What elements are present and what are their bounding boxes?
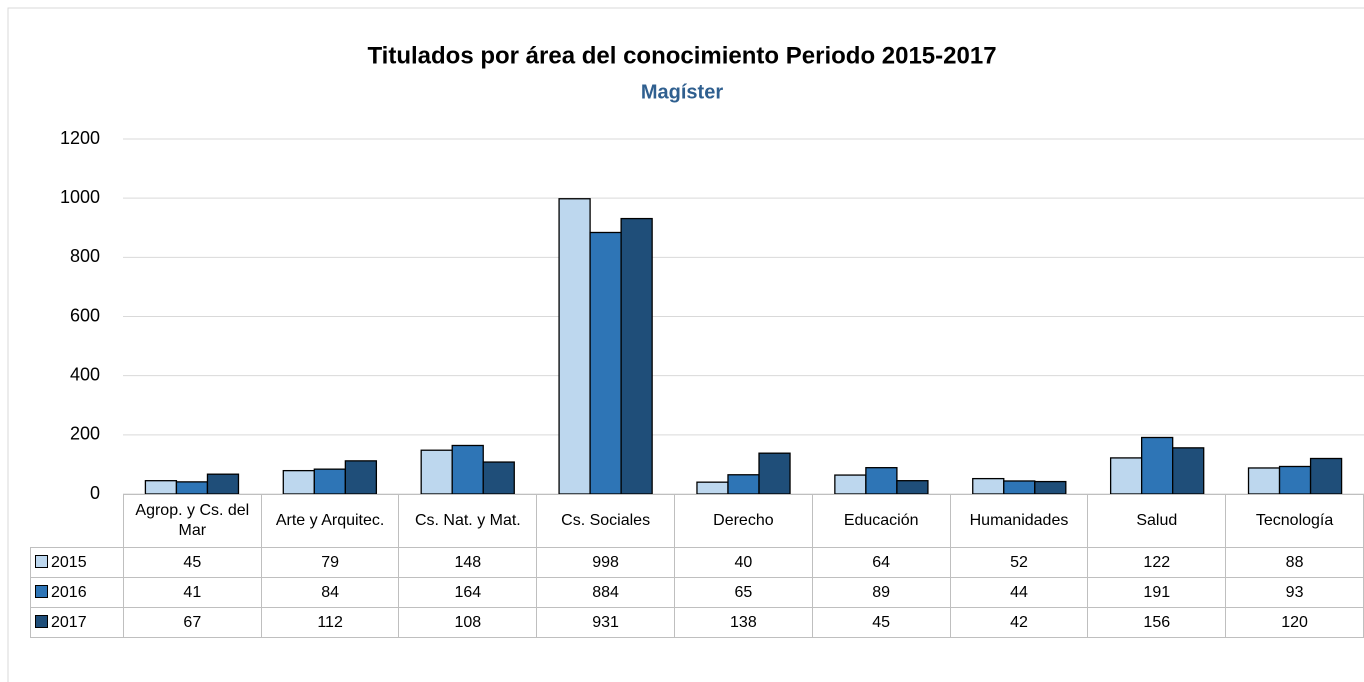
- x-tick-label: Educación: [811, 494, 951, 548]
- table-cell: 41: [122, 577, 262, 608]
- table-cell: 84: [260, 577, 400, 608]
- y-tick-label: 0: [90, 483, 100, 503]
- table-cell: 44: [949, 577, 1089, 608]
- bar: [206, 473, 240, 495]
- legend-entry: 2017: [30, 607, 124, 638]
- table-cell: 148: [398, 547, 538, 578]
- bar: [282, 469, 315, 495]
- table-row: 2015 45 79 148 998 40 64 52 122 88: [30, 547, 1364, 578]
- x-tick-label: Tecnología: [1225, 494, 1364, 548]
- table-header-row: Agrop. y Cs. del Mar Arte y Arquitec. Cs. …: [30, 494, 1364, 548]
- x-tick-label: Humanidades: [949, 494, 1089, 548]
- bar: [1172, 447, 1205, 495]
- legend-key: [35, 614, 48, 628]
- legend-label: 2015: [51, 553, 87, 571]
- table-cell: 138: [674, 607, 813, 638]
- x-tick-label: Agrop. y Cs. del Mar: [122, 494, 262, 548]
- x-tick-label: Cs. Sociales: [536, 494, 675, 548]
- y-tick-label: 600: [70, 305, 100, 325]
- table-cell: 112: [260, 607, 400, 638]
- bar: [1003, 480, 1036, 495]
- bar: [865, 467, 898, 495]
- table-cell: 40: [674, 547, 813, 578]
- y-tick-label: 200: [70, 424, 100, 444]
- table-cell: 156: [1087, 607, 1227, 638]
- bar: [834, 474, 867, 495]
- table-cell: 45: [122, 547, 262, 578]
- y-tick-label: 400: [70, 364, 100, 384]
- table-row: 2017 67 112 108 931 138 45 42 156 120: [30, 607, 1364, 638]
- x-tick-label: Derecho: [674, 494, 813, 548]
- bar: [1109, 457, 1143, 495]
- bar: [344, 460, 378, 495]
- table-cell: 65: [674, 577, 813, 608]
- bar: [451, 444, 484, 495]
- legend-label: 2016: [51, 583, 87, 601]
- bar: [589, 231, 622, 495]
- table-cell: 93: [1225, 577, 1364, 608]
- legend-entry: 2016: [30, 577, 124, 608]
- bar: [313, 468, 346, 495]
- legend-entry: 2015: [30, 547, 124, 578]
- bar: [175, 481, 209, 495]
- table-cell: 931: [536, 607, 675, 638]
- bar: [1034, 480, 1067, 495]
- table-cell: 88: [1225, 547, 1364, 578]
- bar: [696, 481, 729, 495]
- data-table: Agrop. y Cs. del Mar Arte y Arquitec. Cs. …: [30, 494, 1364, 638]
- bar: [727, 474, 760, 495]
- y-tick-label: 1200: [60, 128, 100, 148]
- bar: [620, 217, 653, 495]
- table-cell: 122: [1087, 547, 1227, 578]
- bar: [144, 480, 178, 495]
- bar: [1141, 436, 1174, 495]
- x-tick-label: Salud: [1087, 494, 1227, 548]
- table-row: 2016 41 84 164 884 65 89 44 191 93: [30, 577, 1364, 608]
- table-cell: 164: [398, 577, 538, 608]
- bar: [972, 477, 1005, 495]
- table-cell: 45: [811, 607, 951, 638]
- bar: [1278, 465, 1312, 495]
- table-corner: [30, 494, 124, 548]
- table-cell: 108: [398, 607, 538, 638]
- table-cell: 67: [122, 607, 262, 638]
- bar: [420, 449, 453, 495]
- bar: [758, 452, 791, 495]
- table-cell: 884: [536, 577, 675, 608]
- y-tick-label: 800: [70, 246, 100, 266]
- y-tick-label: 1000: [60, 187, 100, 207]
- table-cell: 998: [536, 547, 675, 578]
- chart-subtitle: Magíster: [641, 81, 723, 103]
- table-cell: 120: [1225, 607, 1364, 638]
- chart-title: Titulados por área del conocimiento Peri…: [367, 42, 996, 69]
- table-cell: 89: [811, 577, 951, 608]
- table-cell: 42: [949, 607, 1089, 638]
- legend-key: [35, 584, 48, 598]
- legend-label: 2017: [51, 613, 87, 631]
- table-cell: 79: [260, 547, 400, 578]
- x-tick-label: Arte y Arquitec.: [260, 494, 400, 548]
- bar: [896, 480, 929, 495]
- legend-key: [35, 554, 48, 568]
- bar: [1309, 457, 1343, 495]
- bar: [558, 198, 591, 495]
- table-cell: 64: [811, 547, 951, 578]
- bar: [482, 461, 515, 495]
- x-tick-label: Cs. Nat. y Mat.: [398, 494, 538, 548]
- table-cell: 191: [1087, 577, 1227, 608]
- bar: [1247, 467, 1281, 495]
- table-cell: 52: [949, 547, 1089, 578]
